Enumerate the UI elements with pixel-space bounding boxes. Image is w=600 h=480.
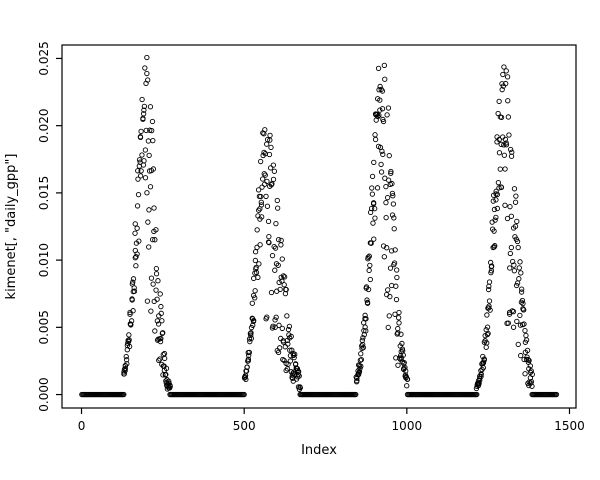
svg-text:0.025: 0.025 [37,41,51,75]
x-axis-label: Index [301,443,337,458]
svg-text:1000: 1000 [392,419,423,433]
svg-text:0.000: 0.000 [37,377,51,411]
svg-text:0.005: 0.005 [37,310,51,344]
svg-text:0.010: 0.010 [37,243,51,277]
svg-text:500: 500 [233,419,256,433]
svg-text:0.020: 0.020 [37,108,51,142]
y-axis-label: kimenet[, "daily_gpp"] [4,154,19,300]
svg-text:1500: 1500 [554,419,585,433]
svg-text:0.015: 0.015 [37,176,51,210]
y-axis: 0.000 0.005 0.010 0.015 0.020 0.025 [37,41,62,412]
plot-box [61,44,577,409]
x-axis: 0 500 1000 1500 [78,408,585,433]
data-points [79,54,560,398]
svg-text:0: 0 [78,419,86,433]
